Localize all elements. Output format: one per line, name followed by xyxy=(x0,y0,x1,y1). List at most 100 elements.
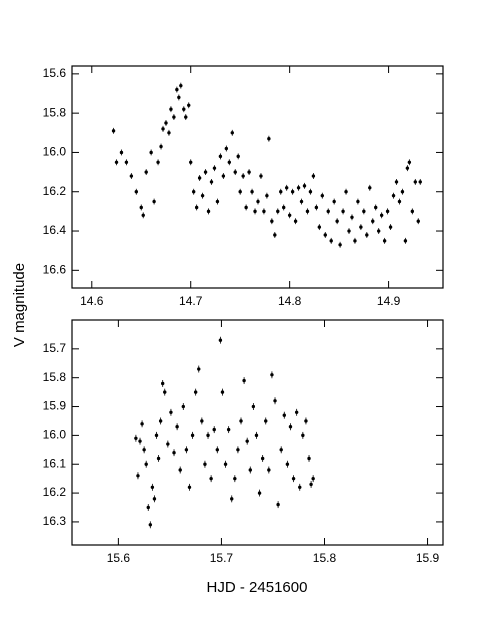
data-point xyxy=(262,209,266,214)
x-tick-label: 15.9 xyxy=(416,551,440,565)
data-point xyxy=(335,219,339,223)
data-point xyxy=(385,209,390,214)
data-point xyxy=(308,190,313,194)
data-point xyxy=(206,433,210,438)
data-point xyxy=(311,476,315,481)
data-point xyxy=(332,199,336,204)
data-point xyxy=(215,199,220,204)
data-point xyxy=(187,485,192,490)
data-point xyxy=(141,213,145,218)
data-point xyxy=(259,174,263,178)
y-tick-label: 16.1 xyxy=(43,456,67,470)
data-point xyxy=(191,190,196,194)
data-point xyxy=(159,144,163,149)
plot-frame xyxy=(71,319,444,546)
data-point xyxy=(298,485,302,490)
data-point xyxy=(407,160,412,164)
data-point xyxy=(227,160,232,164)
data-point xyxy=(256,199,260,204)
data-point xyxy=(226,427,231,432)
y-tick-label: 15.9 xyxy=(43,399,67,413)
x-tick-label: 14.9 xyxy=(377,294,401,308)
data-point xyxy=(371,219,375,223)
data-point xyxy=(382,239,387,243)
data-point xyxy=(194,205,199,210)
data-point xyxy=(184,448,189,452)
data-point xyxy=(238,190,242,194)
data-point xyxy=(236,448,240,452)
data-point xyxy=(203,462,207,466)
data-point xyxy=(166,442,170,446)
data-point xyxy=(111,129,116,133)
x-tick-label: 15.6 xyxy=(107,551,131,565)
data-point xyxy=(233,476,237,481)
data-point xyxy=(314,205,319,210)
data-point xyxy=(248,468,252,472)
data-point xyxy=(376,229,381,233)
data-point xyxy=(288,425,293,429)
data-point xyxy=(418,180,422,184)
data-point xyxy=(329,239,333,243)
data-point xyxy=(149,150,153,155)
data-point xyxy=(320,193,325,198)
data-point xyxy=(154,433,159,438)
data-point xyxy=(260,456,265,461)
data-point xyxy=(276,209,280,214)
data-point xyxy=(290,190,295,194)
data-point xyxy=(142,448,146,452)
data-point xyxy=(239,419,243,423)
data-point xyxy=(236,154,240,159)
data-point xyxy=(114,160,119,164)
data-point xyxy=(212,166,217,170)
data-point xyxy=(215,448,220,452)
data-point xyxy=(189,160,193,164)
data-point xyxy=(294,410,299,415)
data-point xyxy=(362,209,366,214)
y-tick-label: 16.3 xyxy=(43,514,67,528)
data-point xyxy=(203,170,208,174)
data-point xyxy=(347,229,351,233)
data-point xyxy=(356,199,360,204)
data-point xyxy=(374,205,378,210)
data-point xyxy=(293,219,298,223)
data-point xyxy=(197,367,201,371)
data-point xyxy=(270,373,274,377)
data-point xyxy=(129,174,134,178)
data-point xyxy=(326,209,330,214)
data-point xyxy=(221,174,226,178)
data-point xyxy=(416,219,420,223)
data-point xyxy=(282,413,286,417)
data-point xyxy=(182,107,186,111)
data-point xyxy=(190,433,195,438)
data-point xyxy=(209,180,214,184)
data-point xyxy=(299,199,304,204)
data-point xyxy=(265,193,269,198)
data-point xyxy=(307,456,311,461)
data-point xyxy=(388,225,393,229)
data-point xyxy=(179,83,183,88)
data-point xyxy=(200,419,204,423)
data-point xyxy=(257,491,262,495)
data-point xyxy=(276,502,280,507)
data-point xyxy=(206,209,211,214)
data-point xyxy=(251,404,256,409)
data-point xyxy=(156,456,161,461)
data-point xyxy=(233,170,237,174)
data-point xyxy=(273,233,277,237)
data-point xyxy=(410,209,415,214)
data-point xyxy=(400,190,405,194)
data-point xyxy=(158,419,163,423)
x-tick-label: 14.8 xyxy=(278,294,302,308)
data-point xyxy=(302,184,307,188)
data-point xyxy=(338,243,342,247)
y-tick-label: 16.6 xyxy=(43,262,67,276)
data-point xyxy=(245,439,249,443)
data-point xyxy=(250,190,254,194)
data-point xyxy=(291,476,296,481)
data-point xyxy=(169,107,173,111)
data-point xyxy=(218,154,223,159)
data-point xyxy=(140,422,144,426)
data-point xyxy=(181,404,185,409)
y-axis-label: V magnitude xyxy=(11,263,28,347)
